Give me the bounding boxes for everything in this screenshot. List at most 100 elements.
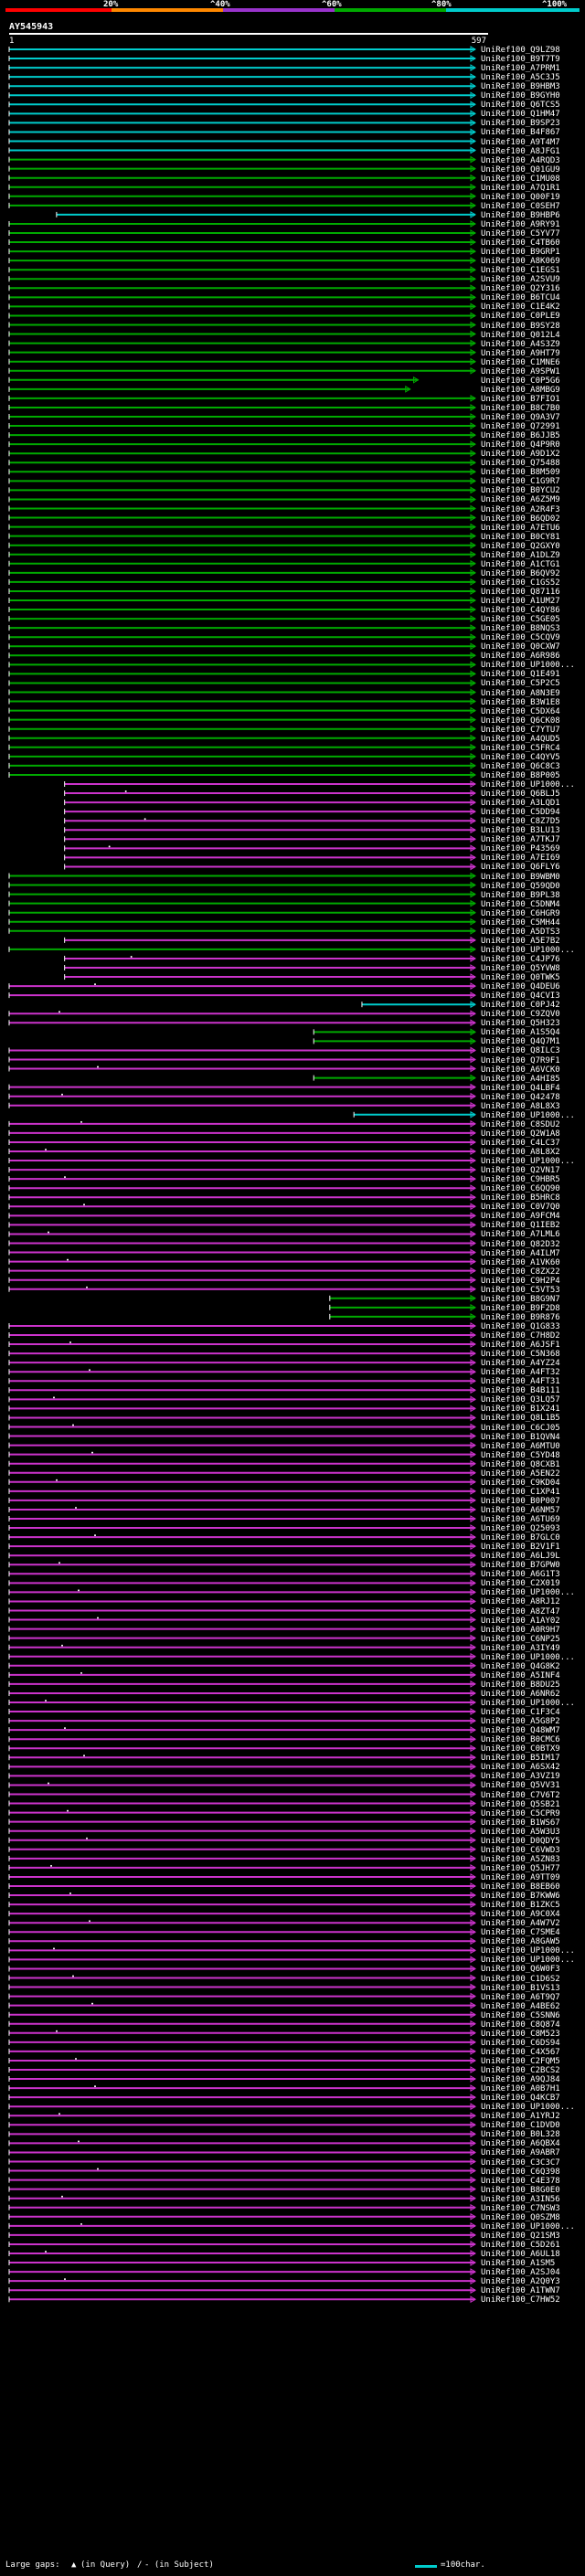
hit-label[interactable]: UniRef100_A1YRJ2 xyxy=(481,2112,560,2122)
hit-label[interactable]: UniRef100_Q8ILC3 xyxy=(481,1046,560,1056)
hit-label[interactable]: UniRef100_C4X567 xyxy=(481,2047,560,2057)
hit-row-154[interactable] xyxy=(8,1459,476,1468)
hit-label[interactable]: UniRef100_B5IM17 xyxy=(481,1754,560,1764)
hit-label[interactable]: UniRef100_C7HW52 xyxy=(481,2295,560,2306)
hit-row-71[interactable] xyxy=(8,697,476,705)
hit-label[interactable]: UniRef100_A8ZT47 xyxy=(481,1606,560,1617)
hit-label[interactable]: UniRef100_Q8L1B5 xyxy=(481,1414,560,1424)
hit-row-96[interactable] xyxy=(8,927,476,935)
hit-row-53[interactable] xyxy=(8,532,476,540)
hit-label[interactable]: UniRef100_B0L328 xyxy=(481,2130,560,2140)
hit-label[interactable]: UniRef100_C4JP76 xyxy=(481,954,560,964)
hit-row-189[interactable] xyxy=(8,1781,476,1789)
hit-label[interactable]: UniRef100_A9D1X2 xyxy=(481,450,560,460)
hit-label[interactable]: UniRef100_C9H2P4 xyxy=(481,1276,560,1286)
hit-row-89[interactable] xyxy=(64,863,476,871)
hit-row-193[interactable] xyxy=(8,1818,476,1826)
hit-row-35[interactable] xyxy=(8,366,476,375)
hit-label[interactable]: UniRef100_B4F867 xyxy=(481,128,560,138)
hit-label[interactable]: UniRef100_C6HGR9 xyxy=(481,908,560,918)
hit-label[interactable]: UniRef100_B8DU25 xyxy=(481,1680,560,1690)
hit-row-62[interactable] xyxy=(8,615,476,622)
hit-row-197[interactable] xyxy=(8,1854,476,1862)
hit-label[interactable]: UniRef100_Q6CK08 xyxy=(481,716,560,726)
hit-row-214[interactable] xyxy=(8,2010,476,2019)
hit-label[interactable]: UniRef100_A7Q1R1 xyxy=(481,183,560,193)
hit-row-12[interactable] xyxy=(8,155,476,164)
hit-row-108[interactable] xyxy=(313,1037,476,1045)
hit-label[interactable]: UniRef100_C7SME4 xyxy=(481,1928,560,1938)
hit-label[interactable]: UniRef100_A6T9Q7 xyxy=(481,1992,560,2002)
hit-label[interactable]: UniRef100_C0PJ42 xyxy=(481,1001,560,1011)
hit-label[interactable]: UniRef100_B1X241 xyxy=(481,1405,560,1415)
hit-label[interactable]: UniRef100_A9T4M7 xyxy=(481,137,560,147)
hit-label[interactable]: UniRef100_B9GRP1 xyxy=(481,248,560,258)
hit-row-107[interactable] xyxy=(313,1028,476,1036)
hit-row-237[interactable] xyxy=(8,2221,476,2230)
hit-label[interactable]: UniRef100_A4S3Z9 xyxy=(481,339,560,349)
hit-label[interactable]: UniRef100_A3IN56 xyxy=(481,2194,560,2204)
hit-label[interactable]: UniRef100_B0CY81 xyxy=(481,532,560,542)
hit-label[interactable]: UniRef100_B9R876 xyxy=(481,1312,560,1322)
hit-label[interactable]: UniRef100_Q5VV31 xyxy=(481,1781,560,1791)
hit-row-74[interactable] xyxy=(8,725,476,733)
hit-row-143[interactable] xyxy=(8,1359,476,1367)
hit-label[interactable]: UniRef100_C1MU08 xyxy=(481,174,560,184)
hit-label[interactable]: UniRef100_A0B7H1 xyxy=(481,2084,560,2094)
hit-label[interactable]: UniRef100_B8EB60 xyxy=(481,1882,560,1892)
hit-row-200[interactable] xyxy=(8,1882,476,1890)
hit-label[interactable]: UniRef100_B8G0E0 xyxy=(481,2185,560,2195)
hit-row-124[interactable] xyxy=(8,1184,476,1193)
hit-row-211[interactable] xyxy=(8,1983,476,1991)
hit-row-42[interactable] xyxy=(8,431,476,439)
hit-label[interactable]: UniRef100_Q9A3V7 xyxy=(481,413,560,422)
hit-row-177[interactable] xyxy=(8,1670,476,1679)
hit-row-44[interactable] xyxy=(8,450,476,458)
hit-row-57[interactable] xyxy=(8,568,476,577)
hit-row-232[interactable] xyxy=(8,2176,476,2184)
hit-row-59[interactable] xyxy=(8,588,476,595)
hit-row-186[interactable] xyxy=(8,1754,476,1762)
hit-label[interactable]: UniRef100_A1VK60 xyxy=(481,1257,560,1267)
hit-row-50[interactable] xyxy=(8,504,476,513)
hit-label[interactable]: UniRef100_B8NQS3 xyxy=(481,624,560,634)
hit-label[interactable]: UniRef100_Q012L4 xyxy=(481,330,560,340)
hit-row-184[interactable] xyxy=(8,1735,476,1744)
hit-row-26[interactable] xyxy=(8,284,476,292)
hit-row-135[interactable] xyxy=(8,1285,476,1293)
hit-label[interactable]: UniRef100_Q5SB21 xyxy=(481,1799,560,1809)
hit-row-213[interactable] xyxy=(8,2001,476,2009)
hit-row-207[interactable] xyxy=(8,1946,476,1955)
hit-label[interactable]: UniRef100_B6QV92 xyxy=(481,568,560,578)
hit-label[interactable]: UniRef100_B0P007 xyxy=(481,1496,560,1506)
hit-row-181[interactable] xyxy=(8,1708,476,1715)
hit-row-196[interactable] xyxy=(8,1845,476,1853)
hit-row-151[interactable] xyxy=(8,1432,476,1440)
hit-label[interactable]: UniRef100_A4QUD5 xyxy=(481,734,560,744)
hit-label[interactable]: UniRef100_Q6TCS5 xyxy=(481,101,560,111)
hit-row-80[interactable] xyxy=(64,780,476,788)
hit-row-94[interactable] xyxy=(8,908,476,917)
hit-row-144[interactable] xyxy=(8,1368,476,1376)
hit-row-14[interactable] xyxy=(8,174,476,182)
hit-row-75[interactable] xyxy=(8,734,476,742)
hit-label[interactable]: UniRef100_A5C3J5 xyxy=(481,73,560,83)
hit-label[interactable]: UniRef100_A2SVU9 xyxy=(481,275,560,285)
hit-label[interactable]: UniRef100_A9QJ84 xyxy=(481,2075,560,2085)
hit-row-15[interactable] xyxy=(8,183,476,191)
hit-label[interactable]: UniRef100_B9GYH0 xyxy=(481,91,560,101)
hit-row-160[interactable] xyxy=(8,1515,476,1522)
hit-label[interactable]: UniRef100_C1GS52 xyxy=(481,578,560,588)
hit-row-58[interactable] xyxy=(8,578,476,586)
hit-label[interactable]: UniRef100_C7NSW3 xyxy=(481,2203,560,2213)
hit-label[interactable]: UniRef100_UP1000... xyxy=(481,1157,575,1167)
hit-row-20[interactable] xyxy=(8,229,476,237)
hit-label[interactable]: UniRef100_B8G9N7 xyxy=(481,1294,560,1304)
hit-row-202[interactable] xyxy=(8,1901,476,1908)
hit-row-217[interactable] xyxy=(8,2038,476,2046)
hit-label[interactable]: UniRef100_UP1000... xyxy=(481,1588,575,1598)
hit-row-131[interactable] xyxy=(8,1248,476,1256)
hit-label[interactable]: UniRef100_B1WS67 xyxy=(481,1818,560,1828)
hit-label[interactable]: UniRef100_A6UL18 xyxy=(481,2250,560,2259)
hit-row-176[interactable] xyxy=(8,1661,476,1670)
